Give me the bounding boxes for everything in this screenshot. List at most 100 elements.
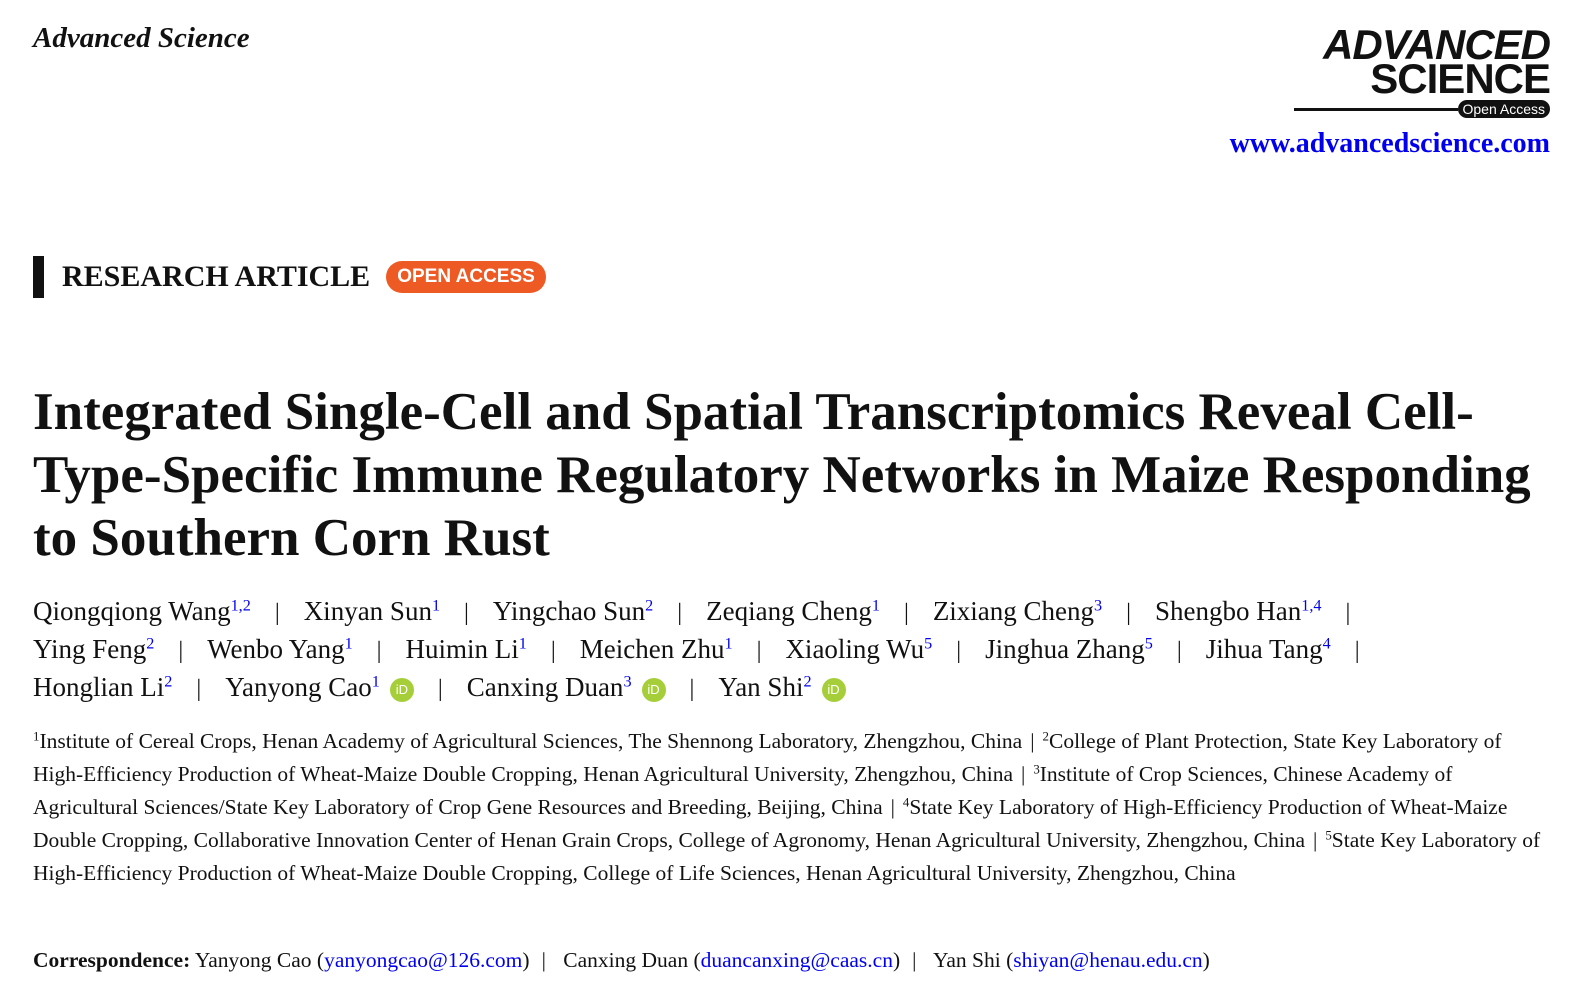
author-separator: | [196, 675, 202, 702]
author-separator: | [956, 637, 962, 664]
affiliation: 3Institute of Crop Sciences, Chinese Aca… [33, 762, 1452, 819]
author-name[interactable]: Zixiang Cheng [932, 596, 1095, 626]
author-name[interactable]: Yingchao Sun [492, 596, 646, 626]
affiliation: 5State Key Laboratory of High-Efficiency… [33, 828, 1540, 885]
author-separator: | [550, 637, 556, 664]
article-type-marker [33, 256, 44, 298]
author-separator: | [903, 599, 909, 626]
affiliation-text: Institute of Cereal Crops, Henan Academy… [39, 729, 1023, 753]
author[interactable]: Zixiang Cheng3 [933, 596, 1102, 626]
author[interactable]: Yingchao Sun2 [493, 596, 653, 626]
author[interactable]: Wenbo Yang1 [207, 634, 352, 664]
author-name[interactable]: Zeqiang Cheng [706, 596, 872, 626]
author-affiliation-ref: 1 [724, 634, 733, 653]
affiliation-text: College of Plant Protection, State Key L… [33, 729, 1502, 786]
affiliation-number: 3 [1033, 762, 1040, 777]
author-name[interactable]: Canxing Duan [466, 672, 624, 702]
author[interactable]: Xiaoling Wu5 [785, 634, 932, 664]
author-affiliation-ref: 2 [164, 672, 173, 691]
author-separator: | [1126, 599, 1132, 626]
affiliation-number: 4 [902, 795, 910, 810]
affiliation-separator: | [1313, 828, 1318, 852]
logo-open-access: Open Access [1457, 100, 1550, 118]
author[interactable]: Honglian Li2 [33, 672, 172, 702]
author-affiliation-ref: 1,4 [1301, 596, 1322, 615]
author-name[interactable]: Yan Shi [718, 672, 804, 702]
author-separator: | [677, 599, 683, 626]
affiliation-number: 2 [1042, 729, 1049, 744]
author[interactable]: Huimin Li1 [406, 634, 527, 664]
article-type-label: RESEARCH ARTICLE [62, 260, 371, 293]
logo-line2: SCIENCE [1370, 55, 1551, 102]
article-type: RESEARCH ARTICLE OPEN ACCESS [33, 256, 546, 298]
author-affiliation-ref: 5 [1144, 634, 1153, 653]
logo-rule [1294, 107, 1458, 111]
author-affiliation-ref: 3 [1094, 596, 1103, 615]
author-separator: | [464, 599, 469, 626]
author[interactable]: Zeqiang Cheng1 [706, 596, 880, 626]
author[interactable]: Yan Shi2 iD [718, 672, 846, 702]
affiliations: 1Institute of Cereal Crops, Henan Academ… [33, 725, 1543, 890]
author-name[interactable]: Jihua Tang [1205, 634, 1323, 664]
author-affiliation-ref: 1 [518, 634, 527, 653]
author-name[interactable]: Shengbo Han [1155, 596, 1302, 626]
author-name[interactable]: Honglian Li [33, 672, 165, 702]
author[interactable]: Shengbo Han1,4 [1155, 596, 1321, 626]
journal-name: Advanced Science [33, 22, 250, 54]
correspondence-email-link[interactable]: shiyan@henau.edu.cn [1013, 948, 1203, 972]
author-name[interactable]: Jinghua Zhang [985, 634, 1145, 664]
affiliation-separator: | [890, 795, 895, 819]
correspondence-email-link[interactable]: duancanxing@caas.cn [700, 948, 893, 972]
author-name[interactable]: Qiongqiong Wang [33, 596, 231, 626]
orcid-icon[interactable]: iD [641, 678, 666, 702]
author-separator: | [1354, 637, 1360, 664]
affiliation-text: Institute of Crop Sciences, Chinese Acad… [33, 762, 1453, 819]
author-name[interactable]: Ying Feng [33, 634, 147, 664]
author-separator: | [178, 637, 184, 664]
author-name[interactable]: Xiaoling Wu [785, 634, 925, 664]
open-access-badge: OPEN ACCESS [386, 261, 546, 293]
author-list: Qiongqiong Wang1,2 | Xinyan Sun1 | Yingchao … [33, 593, 1533, 707]
author-name[interactable]: Wenbo Yang [207, 634, 345, 664]
logo-line1: ADVANCED [1323, 21, 1551, 68]
author[interactable]: Jihua Tang4 [1206, 634, 1331, 664]
author-affiliation-ref: 5 [924, 634, 933, 653]
author-separator: | [756, 637, 762, 664]
correspondence-email-link[interactable]: yanyongcao@126.com [324, 948, 523, 972]
author-name[interactable]: Xinyan Sun [303, 596, 432, 626]
correspondence-separator: | [912, 948, 917, 972]
author-affiliation-ref: 1 [371, 672, 380, 691]
affiliation-number: 1 [33, 729, 40, 744]
correspondence-name: Canxing Duan [563, 948, 689, 972]
author-separator: | [1176, 637, 1182, 664]
journal-url-link[interactable]: www.advancedscience.com [1229, 128, 1550, 159]
journal-logo[interactable]: ADVANCED SCIENCE Open Access [1294, 21, 1551, 118]
author-affiliation-ref: 1 [344, 634, 353, 653]
orcid-icon[interactable]: iD [389, 678, 414, 702]
affiliation-text: State Key Laboratory of High-Efficiency … [33, 828, 1541, 885]
author[interactable]: Canxing Duan3 iD [467, 672, 666, 702]
correspondence-separator: | [541, 948, 546, 972]
correspondence: Correspondence: Yanyong Cao (yanyongcao@… [33, 948, 1210, 972]
author[interactable]: Jinghua Zhang5 [985, 634, 1153, 664]
author-separator: | [1345, 599, 1351, 626]
affiliation: 4State Key Laboratory of High-Efficiency… [33, 795, 1507, 852]
author-name[interactable]: Huimin Li [405, 634, 519, 664]
author-affiliation-ref: 2 [146, 634, 155, 653]
author-affiliation-ref: 1 [871, 596, 880, 615]
affiliation-separator: | [1030, 729, 1035, 753]
author-affiliation-ref: 2 [803, 672, 812, 691]
correspondence-label: Correspondence: [33, 948, 191, 972]
author-separator: | [689, 675, 695, 702]
orcid-icon[interactable]: iD [821, 678, 846, 702]
author-name[interactable]: Meichen Zhu [579, 634, 725, 664]
author[interactable]: Meichen Zhu1 [580, 634, 733, 664]
correspondence-name: Yanyong Cao [194, 948, 312, 972]
author[interactable]: Ying Feng2 [33, 634, 154, 664]
author[interactable]: Qiongqiong Wang1,2 [33, 596, 251, 626]
author-name[interactable]: Yanyong Cao [225, 672, 372, 702]
author-separator: | [437, 675, 443, 702]
author-affiliation-ref: 3 [623, 672, 632, 691]
author[interactable]: Yanyong Cao1 iD [225, 672, 414, 702]
author[interactable]: Xinyan Sun1 [304, 596, 440, 626]
